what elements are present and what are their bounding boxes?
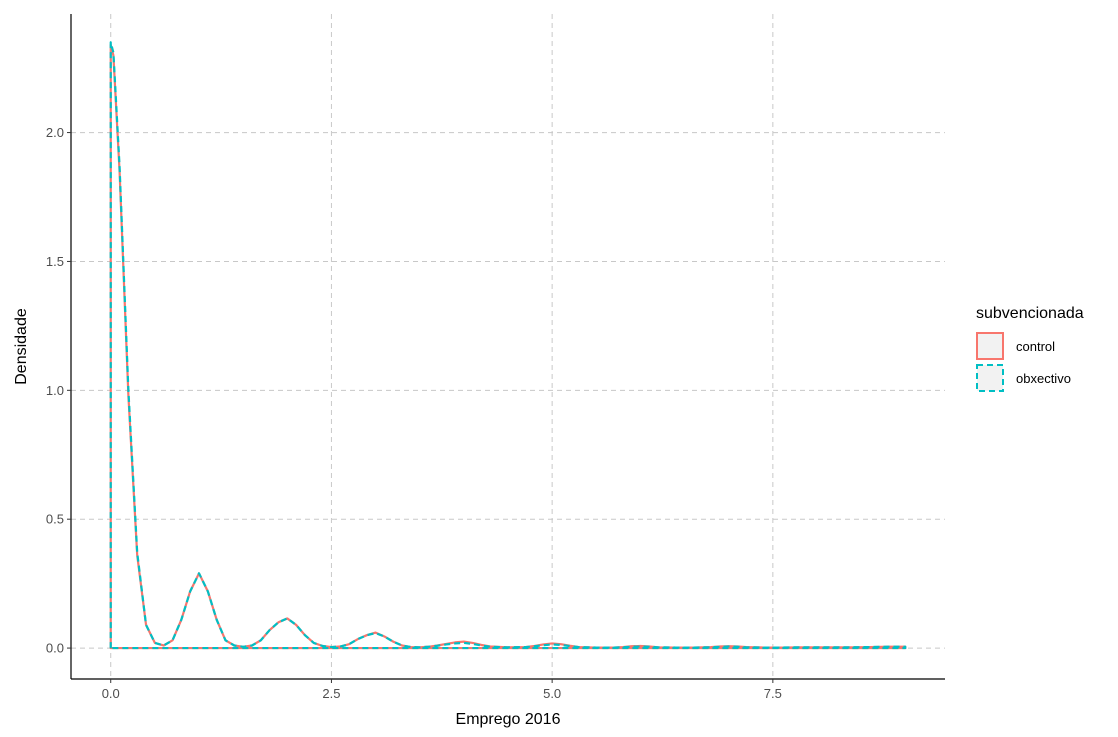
legend-title: subvencionada xyxy=(976,305,1084,322)
tick-labels: 0.0 2.5 5.0 7.5 0.0 0.5 1.0 1.5 2.0 xyxy=(46,125,782,701)
legend-items: control obxectivo xyxy=(976,332,1071,392)
x-tick-label: 2.5 xyxy=(322,686,340,701)
density-line-obxectivo xyxy=(109,41,907,650)
x-tick-label: 5.0 xyxy=(543,686,561,701)
legend-label-control: control xyxy=(1016,339,1055,354)
y-tick-label: 2.0 xyxy=(46,125,64,140)
density-line-control xyxy=(109,43,907,650)
y-tick-label: 1.0 xyxy=(46,383,64,398)
y-tick-label: 0.0 xyxy=(46,641,64,656)
density-series xyxy=(109,41,907,650)
legend: subvencionada control obxectivo xyxy=(976,305,1084,392)
legend-label-obxectivo: obxectivo xyxy=(1016,371,1071,386)
x-tick-label: 7.5 xyxy=(764,686,782,701)
x-tick-label: 0.0 xyxy=(102,686,120,701)
y-axis-title: Densidade xyxy=(13,308,30,385)
axes xyxy=(70,14,945,680)
y-tick-label: 1.5 xyxy=(46,254,64,269)
legend-key-obxectivo xyxy=(976,364,1004,392)
y-tick-label: 0.5 xyxy=(46,512,64,527)
legend-key-control xyxy=(976,332,1004,360)
x-axis-title: Emprego 2016 xyxy=(456,711,561,728)
